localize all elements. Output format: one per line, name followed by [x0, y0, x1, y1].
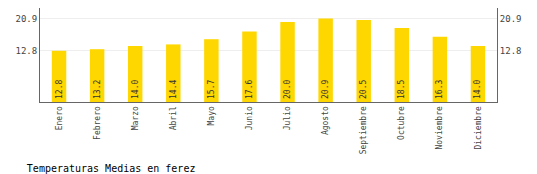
svg-text:Enero: Enero: [55, 106, 64, 130]
svg-text:20.9: 20.9: [500, 14, 522, 24]
svg-text:20.9: 20.9: [16, 14, 38, 24]
svg-text:12.8: 12.8: [55, 80, 64, 99]
svg-text:Noviembre: Noviembre: [435, 106, 444, 150]
svg-text:Julio: Julio: [283, 106, 292, 130]
svg-text:17.6: 17.6: [245, 80, 254, 99]
svg-text:20.0: 20.0: [283, 80, 292, 99]
svg-text:15.7: 15.7: [207, 80, 216, 99]
svg-text:20.9: 20.9: [321, 80, 330, 99]
svg-text:Junio: Junio: [245, 106, 254, 130]
svg-text:Febrero: Febrero: [93, 106, 102, 140]
svg-text:20.5: 20.5: [359, 80, 368, 99]
svg-text:12.8: 12.8: [16, 46, 38, 56]
svg-text:14.0: 14.0: [131, 80, 140, 99]
svg-text:Diciembre: Diciembre: [474, 106, 483, 150]
svg-text:14.0: 14.0: [473, 80, 482, 99]
svg-text:14.4: 14.4: [169, 80, 178, 99]
svg-text:Abril: Abril: [169, 106, 178, 130]
svg-text:13.2: 13.2: [93, 80, 102, 99]
svg-text:12.8: 12.8: [500, 46, 522, 56]
svg-text:Marzo: Marzo: [131, 106, 140, 130]
svg-text:Agosto: Agosto: [321, 106, 330, 135]
svg-text:18.5: 18.5: [397, 80, 406, 99]
svg-text:Octubre: Octubre: [397, 106, 406, 140]
svg-text:Septiembre: Septiembre: [359, 106, 368, 154]
svg-text:Mayo: Mayo: [207, 106, 216, 125]
svg-text:Temperaturas Medias en ferez: Temperaturas Medias en ferez: [27, 163, 196, 174]
svg-text:16.3: 16.3: [435, 80, 444, 99]
